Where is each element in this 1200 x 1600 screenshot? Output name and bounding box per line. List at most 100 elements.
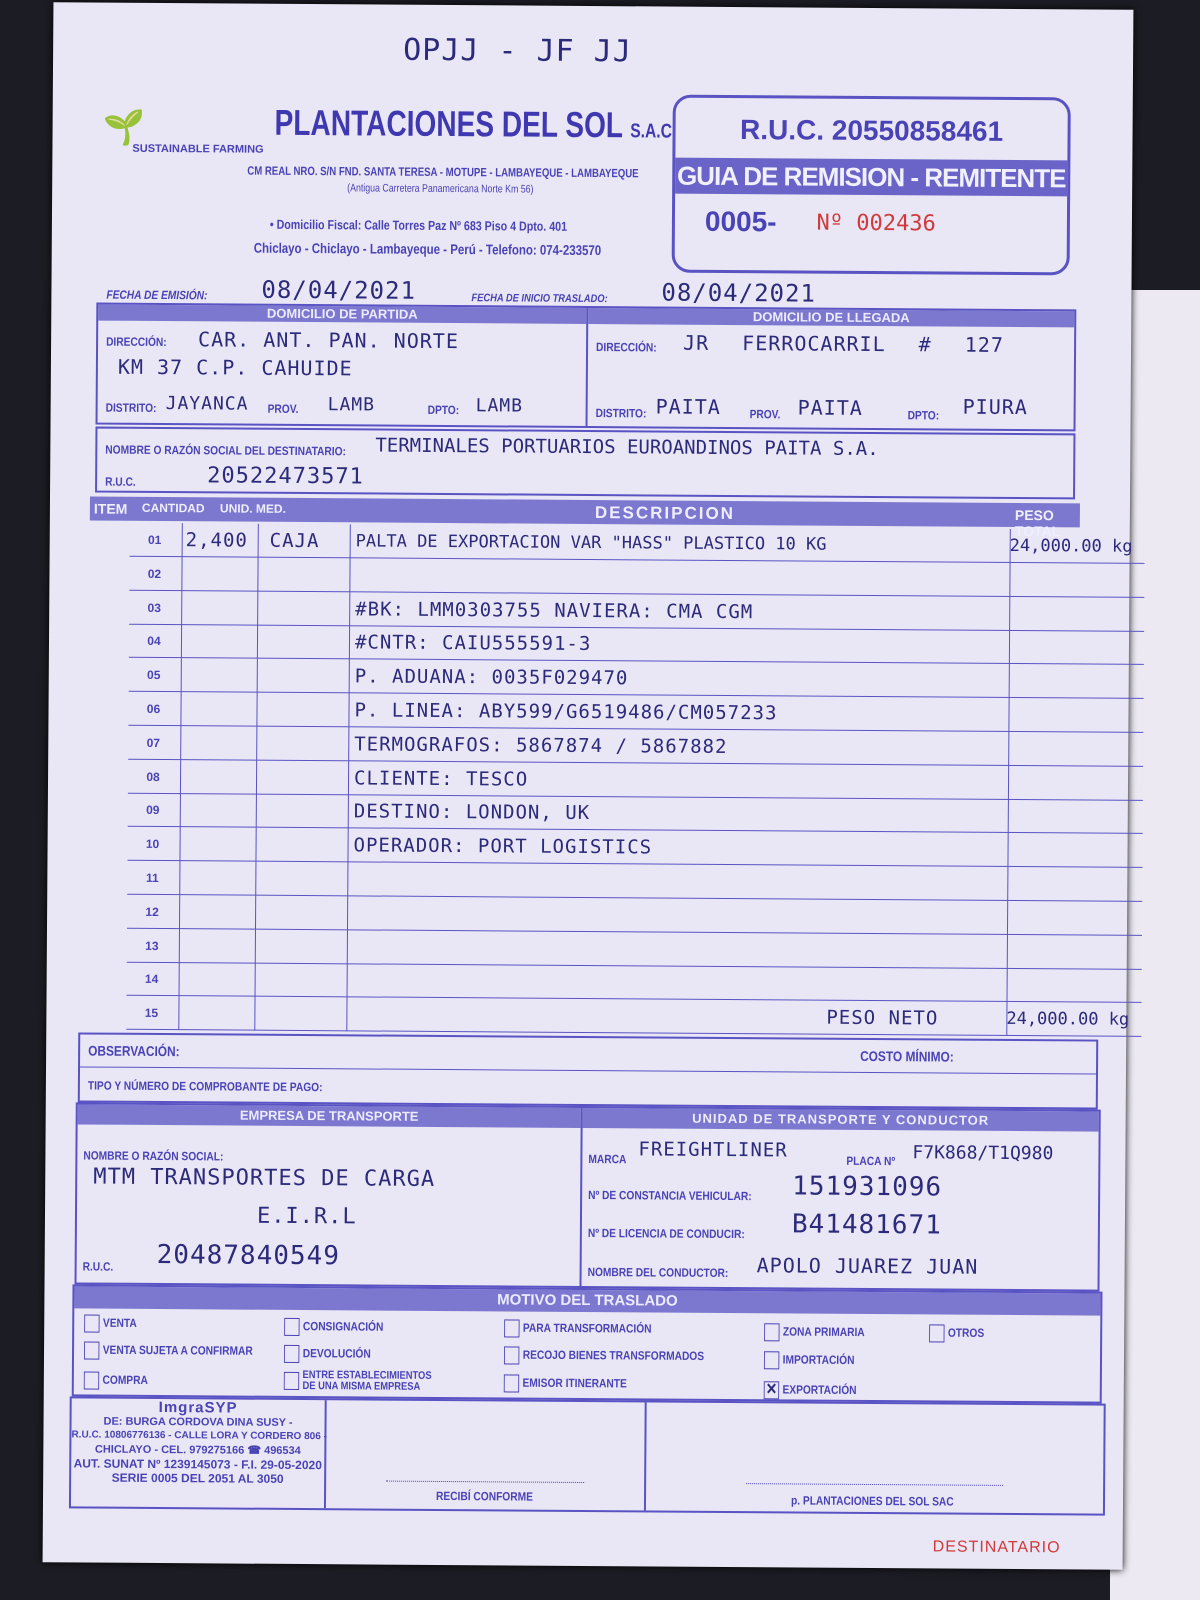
- placa-label: PLACA Nº: [846, 1153, 896, 1169]
- motivo-label: IMPORTACIÓN: [782, 1352, 855, 1368]
- firma-label: p. PLANTACIONES DEL SOL SAC: [790, 1493, 954, 1509]
- motivo-checkbox[interactable]: ✕ EXPORTACIÓN: [763, 1381, 857, 1400]
- motivo-label: EXPORTACIÓN: [782, 1382, 857, 1398]
- costo-label: COSTO MÍNIMO:: [860, 1047, 954, 1065]
- partida-title: DOMICILIO DE PARTIDA: [98, 304, 587, 324]
- ruc-number: R.U.C. 20550858461: [739, 114, 1004, 147]
- checkbox[interactable]: [504, 1319, 520, 1338]
- checkbox[interactable]: [929, 1324, 945, 1343]
- transporte-title: EMPRESA DE TRANSPORTE: [77, 1104, 581, 1128]
- ruc-label: R.U.C.: [105, 474, 136, 489]
- partida-direccion: CAR. ANT. PAN. NORTE: [198, 327, 460, 354]
- checkbox[interactable]: [763, 1351, 780, 1370]
- checkbox[interactable]: [284, 1317, 300, 1336]
- descripcion: PALTA DE EXPORTACION VAR "HASS" PLASTICO…: [355, 531, 827, 555]
- conductor-label: NOMBRE DEL CONDUCTOR:: [587, 1265, 729, 1280]
- table-row: 15 PESO NETO 24,000.00 kg: [126, 995, 1142, 1038]
- dpto-label: DPTO:: [907, 408, 940, 423]
- transporte-nombre-2: E.I.R.L: [256, 1203, 357, 1230]
- domicilio-llegada: DOMICILIO DE LLEGADA DIRECCIÓN: JR FERRO…: [588, 307, 1075, 429]
- motivo-checkbox[interactable]: ZONA PRIMARIA: [764, 1323, 865, 1342]
- motivo-checkbox[interactable]: CONSIGNACIÓN: [284, 1317, 383, 1337]
- descripcion: P. LINEA: ABY599/G6519486/CM057233: [354, 699, 778, 725]
- llegada-distrito: PAITA: [655, 394, 721, 419]
- descripcion: PESO NETO: [826, 1006, 939, 1030]
- motivo-label: COMPRA: [102, 1372, 148, 1388]
- descripcion: #BK: LMM0303755 NAVIERA: CMA CGM: [355, 597, 754, 623]
- motivo-checkbox[interactable]: IMPORTACIÓN: [763, 1351, 855, 1370]
- header-item: ITEM: [93, 500, 128, 517]
- city-phone: Chiclayo - Chiclayo - Lambayeque - Perú …: [253, 239, 602, 259]
- motivo-checkbox[interactable]: OTROS: [929, 1324, 985, 1343]
- inicio-label: FECHA DE INICIO TRASLADO:: [471, 292, 608, 306]
- destinatario-nombre: TERMINALES PORTUARIOS EUROANDINOS PAITA …: [375, 434, 879, 461]
- descripcion: #CNTR: CAIU555591-3: [354, 631, 592, 656]
- checkbox[interactable]: [503, 1374, 520, 1393]
- prov-label: PROV.: [749, 407, 781, 422]
- licencia-label: Nº DE LICENCIA DE CONDUCIR:: [587, 1226, 745, 1242]
- distrito-label: DISTRITO:: [595, 406, 647, 421]
- checkbox[interactable]: [503, 1346, 520, 1365]
- item-number: 13: [145, 938, 159, 953]
- tagline: SUSTAINABLE FARMING: [132, 142, 264, 156]
- transporte-ruc: 20487840549: [156, 1240, 341, 1272]
- item-number: 12: [145, 904, 159, 919]
- printer-info: ImgraSYP DE: BURGA CORDOVA DINA SUSY - R…: [70, 1398, 327, 1509]
- motivo-label: OTROS: [947, 1325, 985, 1340]
- document-page: OPJJ - JF JJ 🌱 SUSTAINABLE FARMING PLANT…: [42, 2, 1145, 1570]
- item-number: 14: [144, 972, 159, 987]
- llegada-dpto: PIURA: [962, 394, 1028, 420]
- checkbox[interactable]: [764, 1323, 780, 1342]
- motivo-checkbox[interactable]: VENTA: [84, 1314, 137, 1333]
- number-label: Nº: [816, 210, 844, 236]
- marca-label: MARCA: [588, 1152, 627, 1167]
- partida-prov: LAMB: [327, 394, 376, 416]
- address-note: (Antigua Carretera Panamericana Norte Km…: [347, 182, 534, 196]
- descripcion: P. ADUANA: 0035F029470: [354, 665, 629, 690]
- licencia: B41481671: [791, 1209, 942, 1241]
- motivo-label: VENTA: [102, 1315, 137, 1331]
- checkbox[interactable]: [283, 1371, 300, 1390]
- serie: 0005-: [704, 205, 777, 238]
- address: CM REAL NRO. S/N FND. SANTA TERESA - MOT…: [247, 163, 639, 181]
- destinatario-ruc: 20522473571: [207, 463, 364, 490]
- checkbox[interactable]: [83, 1341, 100, 1360]
- transporte-section: EMPRESA DE TRANSPORTE NOMBRE O RAZÓN SOC…: [74, 1102, 1101, 1292]
- domicilio-partida: DOMICILIO DE PARTIDA DIRECCIÓN: CAR. ANT…: [97, 304, 589, 426]
- item-number: 10: [145, 837, 160, 852]
- motivo-checkbox[interactable]: EMISOR ITINERANTE: [503, 1374, 627, 1393]
- motivo-checkbox[interactable]: VENTA SUJETA A CONFIRMAR: [83, 1341, 253, 1360]
- motivo-label: ZONA PRIMARIA: [782, 1324, 865, 1340]
- descripcion: TERMOGRAFOS: 5867874 / 5867882: [354, 733, 728, 758]
- destinatario-label: NOMBRE O RAZÓN SOCIAL DEL DESTINATARIO:: [105, 442, 347, 459]
- transporte-nombre: MTM TRANSPORTES DE CARGA: [93, 1164, 436, 1192]
- motivo-checkbox[interactable]: COMPRA: [83, 1371, 148, 1390]
- motivo-label: EMISOR ITINERANTE: [522, 1375, 627, 1391]
- checkbox[interactable]: ✕: [763, 1381, 780, 1400]
- unidad-transporte: UNIDAD DE TRANSPORTE Y CONDUCTOR MARCA F…: [582, 1107, 1099, 1290]
- motivo-checkbox[interactable]: RECOJO BIENES TRANSFORMADOS: [503, 1346, 704, 1365]
- checkbox[interactable]: [84, 1314, 100, 1333]
- llegada-direccion: JR FERROCARRIL # 127: [683, 330, 1005, 357]
- peso: 24,000.00 kg: [1009, 535, 1133, 557]
- document-number: 002436: [856, 210, 936, 236]
- motivo-checkbox[interactable]: DEVOLUCIÓN: [283, 1344, 371, 1364]
- sprout-logo-icon: 🌱: [102, 108, 146, 147]
- item-number: 03: [147, 600, 161, 615]
- item-number: 07: [146, 735, 161, 750]
- checkbox[interactable]: [283, 1344, 300, 1363]
- motivo-label: VENTA SUJETA A CONFIRMAR: [102, 1342, 253, 1358]
- item-number: 11: [145, 870, 159, 886]
- motivo-checkbox[interactable]: PARA TRANSFORMACIÓN: [504, 1319, 652, 1338]
- descripcion: CLIENTE: TESCO: [353, 766, 529, 791]
- llegada-title: DOMICILIO DE LLEGADA: [588, 307, 1075, 328]
- recibi-signature: RECIBÍ CONFORME: [325, 1400, 647, 1511]
- peso: 24,000.00 kg: [1006, 1009, 1130, 1030]
- emision-label: FECHA DE EMISIÓN:: [106, 287, 208, 303]
- motivo-title: MOTIVO DEL TRASLADO: [74, 1286, 1101, 1316]
- comprobante-label: TIPO Y NÚMERO DE COMPROBANTE DE PAGO:: [87, 1078, 323, 1095]
- destinatario: NOMBRE O RAZÓN SOCIAL DEL DESTINATARIO: …: [95, 426, 1076, 500]
- checkbox[interactable]: [83, 1371, 100, 1390]
- partida-dpto: LAMB: [475, 395, 524, 417]
- motivo-checkbox[interactable]: ENTRE ESTABLECIMIENTOS DE UNA MISMA EMPR…: [283, 1369, 447, 1393]
